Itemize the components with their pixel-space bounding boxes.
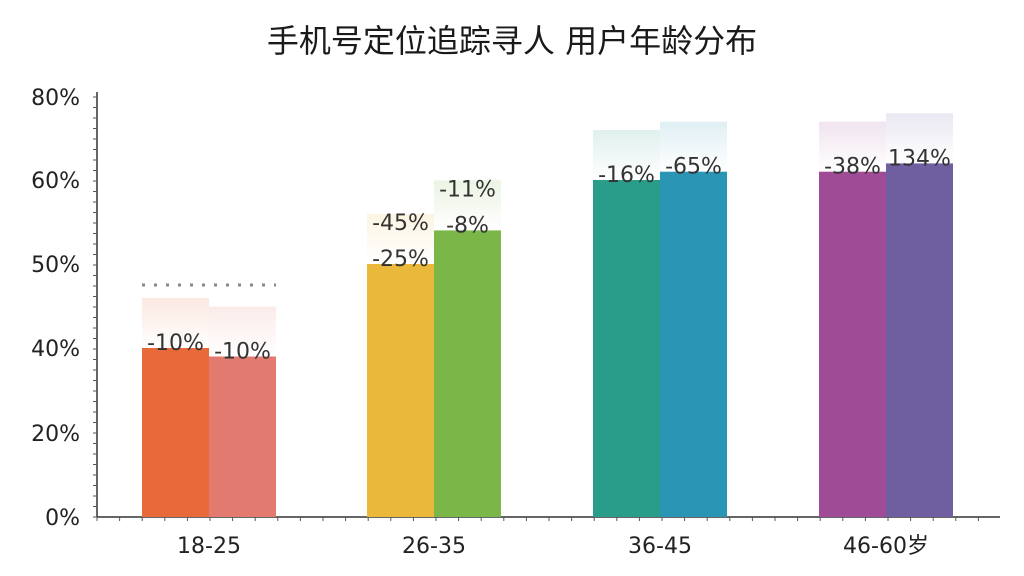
x-tick-label: 46-60岁 [843,534,929,559]
y-tick-label: 20% [31,422,80,447]
bar [819,171,886,517]
data-label: -8% [446,213,489,238]
data-label: -45% [372,211,429,236]
bar-glow [886,113,953,164]
bar [367,264,434,517]
y-tick-label: 50% [31,253,80,278]
data-label: -11% [439,177,496,202]
bar-glow [367,214,434,264]
bar-glow [593,130,660,180]
data-label: -65% [665,155,722,180]
bar [434,230,501,517]
bar [660,171,727,517]
data-label: -38% [824,155,881,180]
bar [142,348,209,517]
bar-glow [209,306,276,357]
labels: 18-25 26-35 36-45 46-60岁 -10% -10% -25% -45% -8%… [142,146,951,559]
bar-glow [434,180,501,231]
bar-glow [142,298,209,348]
data-label: -10% [214,340,271,365]
bar [209,356,276,517]
y-tick-label: 0% [45,506,80,531]
bars [142,113,953,517]
y-tick-label: 60% [31,169,80,194]
bar-glow [819,121,886,172]
data-label: -16% [598,163,655,188]
axes: 0% 20% 40% 50% 60% 80% [31,86,1000,531]
chart-title: 手机号定位追踪寻人 用户年龄分布 [266,22,758,60]
x-tick-label: 26-35 [402,534,466,559]
data-label: -25% [372,247,429,272]
bar [886,163,953,517]
bar [593,180,660,517]
y-tick-label: 40% [31,337,80,362]
bar-glow [660,121,727,172]
x-tick-label: 36-45 [628,534,692,559]
y-tick-label: 80% [31,86,80,111]
x-tick-label: 18-25 [177,534,241,559]
data-label: 134% [888,146,951,171]
data-label: -10% [147,331,204,356]
